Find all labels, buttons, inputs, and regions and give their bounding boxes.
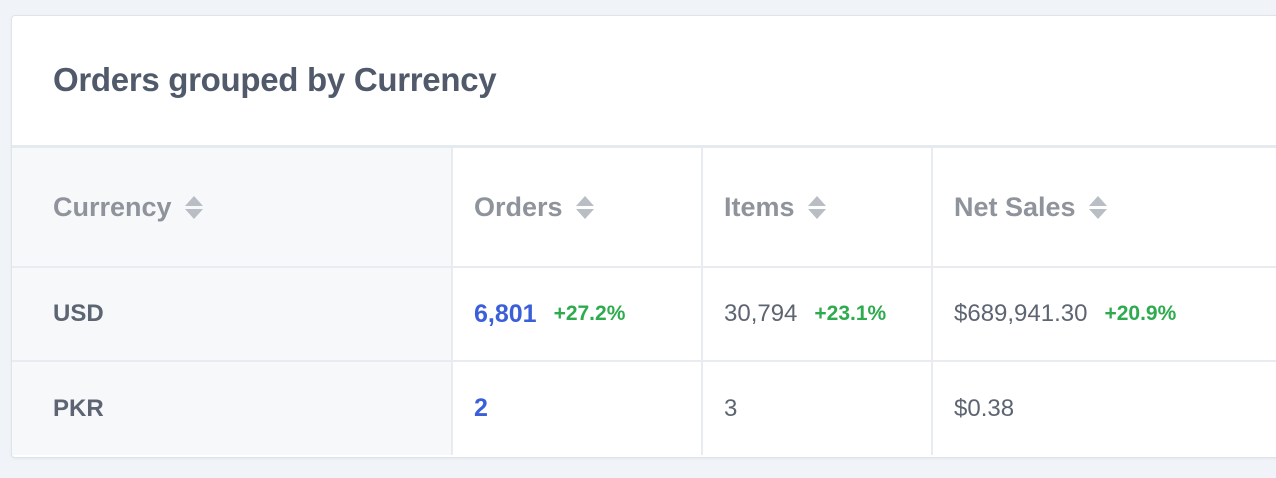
column-header-label: Net Sales <box>954 191 1076 222</box>
sort-icon[interactable] <box>575 195 594 219</box>
sort-icon[interactable] <box>1088 195 1107 219</box>
net-sales-value: $689,941.30 <box>954 300 1088 327</box>
column-header-orders[interactable]: Orders <box>452 148 703 268</box>
sort-icon[interactable] <box>184 195 203 219</box>
net-sales-change: +20.9% <box>1104 302 1177 325</box>
table-row: PKR 2 3 $0.38 <box>12 361 1276 455</box>
orders-link[interactable]: 6,801 <box>474 299 537 328</box>
net-sales-value: $0.38 <box>954 394 1015 422</box>
column-header-net-sales[interactable]: Net Sales <box>932 148 1276 268</box>
orders-change: +27.2% <box>553 302 626 325</box>
currency-cell: USD <box>12 267 453 362</box>
orders-by-currency-card: Orders grouped by Currency Currency Orde… <box>11 15 1276 458</box>
net-sales-cell: $0.38 <box>932 361 1276 455</box>
orders-link[interactable]: 2 <box>474 394 488 422</box>
items-value: 30,794 <box>724 300 798 327</box>
items-cell: 30,794 +23.1% <box>702 267 933 362</box>
orders-cell: 6,801 +27.2% <box>452 267 703 362</box>
table-row: USD 6,801 +27.2% 30,794 +23.1% <box>12 267 1276 362</box>
items-cell: 3 <box>702 361 933 455</box>
column-header-items[interactable]: Items <box>702 148 933 268</box>
card-header: Orders grouped by Currency <box>12 16 1276 148</box>
column-header-currency[interactable]: Currency <box>12 148 453 268</box>
currency-code: PKR <box>53 394 104 422</box>
card-title: Orders grouped by Currency <box>53 60 497 98</box>
net-sales-cell: $689,941.30 +20.9% <box>932 267 1276 362</box>
sort-icon[interactable] <box>807 195 826 219</box>
items-change: +23.1% <box>814 302 887 325</box>
table-header-row: Currency Orders Items <box>12 148 1276 268</box>
currency-table: Currency Orders Items <box>12 148 1276 455</box>
currency-cell: PKR <box>12 361 453 455</box>
column-header-label: Orders <box>474 191 563 222</box>
currency-code: USD <box>53 300 104 327</box>
column-header-label: Items <box>724 191 795 222</box>
orders-cell: 2 <box>452 361 703 455</box>
column-header-label: Currency <box>53 191 172 222</box>
items-value: 3 <box>724 394 738 422</box>
